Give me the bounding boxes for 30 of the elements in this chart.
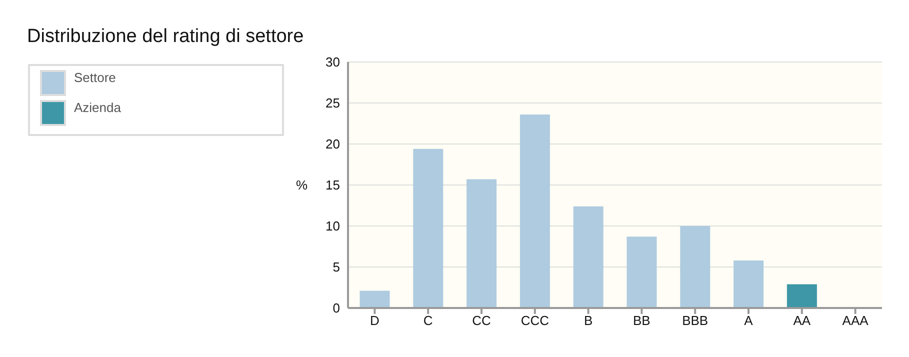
bar: [680, 226, 710, 308]
bar: [413, 148, 444, 308]
y-tick-label: 15: [326, 178, 340, 193]
x-tick-label: AA: [793, 313, 811, 328]
bar: [734, 260, 764, 308]
x-tick-label: BBB: [682, 313, 708, 328]
x-tick-label: CC: [472, 313, 491, 328]
bar: [626, 236, 657, 308]
x-tick-label: C: [423, 313, 433, 328]
legend-label: Azienda: [74, 100, 121, 115]
x-tick-label: D: [370, 313, 380, 328]
x-tick-label: BB: [633, 313, 650, 328]
bar: [786, 284, 817, 308]
y-tick-label: 30: [326, 54, 340, 70]
y-tick-label: 10: [326, 218, 340, 234]
bar: [573, 206, 604, 308]
bar: [360, 290, 390, 308]
x-tick-label: CCC: [520, 313, 549, 328]
y-tick-label: 0: [332, 300, 340, 316]
text: Distribuzione del rating di settore: [27, 26, 304, 48]
y-tick-label: 20: [326, 136, 340, 152]
bar: [466, 179, 497, 308]
x-tick-label: B: [584, 313, 593, 328]
x-tick-label: A: [744, 313, 754, 328]
y-axis-title: %: [296, 178, 308, 193]
y-tick-label: 5: [332, 260, 340, 275]
bar: [520, 114, 550, 308]
y-tick-label: 25: [326, 96, 340, 111]
legend-label: Settore: [74, 70, 116, 85]
x-tick-label: AAA: [842, 313, 869, 328]
